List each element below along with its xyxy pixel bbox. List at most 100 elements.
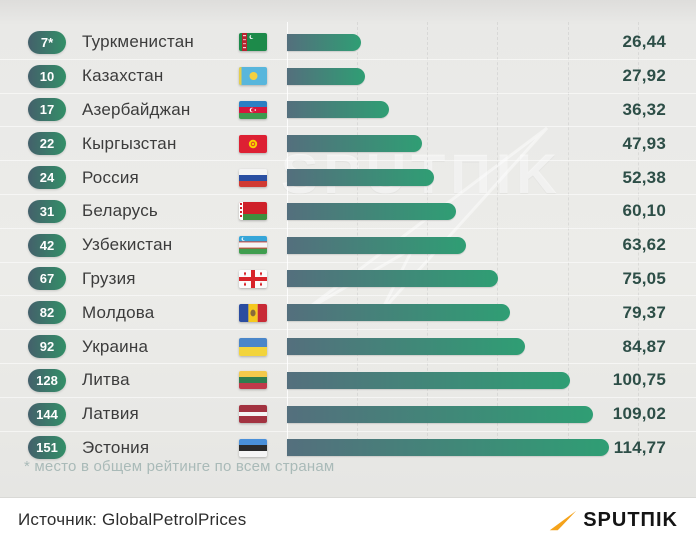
table-row: 31 Беларусь 60,10: [0, 195, 696, 229]
belarus-flag-icon: [239, 202, 267, 221]
rank-label: 22: [39, 136, 55, 152]
rank-badge: 92: [28, 335, 66, 359]
country-label: Кыргызстан: [82, 133, 177, 153]
bar-track: [287, 270, 609, 288]
table-row: 128 Литва 100,75: [0, 364, 696, 398]
rank-badge: 82: [28, 301, 66, 325]
table-row: 10 Казахстан 27,92: [0, 60, 696, 94]
country-label: Беларусь: [82, 201, 158, 221]
rank-label: 67: [39, 271, 55, 287]
moldova-flag-icon: [239, 303, 267, 322]
gridline-100: [567, 22, 569, 456]
lithuania-flag-icon: [239, 371, 267, 390]
georgia-flag-icon: [239, 269, 267, 288]
rank-label: 31: [39, 203, 55, 219]
value-bar: [287, 67, 366, 85]
russia-flag-icon: [239, 168, 267, 187]
country-label: Грузия: [82, 268, 136, 288]
table-row: 22 Кыргызстан 47,93: [0, 127, 696, 162]
value-label: 75,05: [622, 268, 666, 288]
rank-label: 82: [39, 305, 55, 321]
rank-badge: 17: [28, 98, 66, 122]
rank-label: 144: [36, 406, 58, 422]
uzbekistan-flag-icon: [239, 236, 267, 255]
sputnik-logo: SPUTΠIK: [548, 509, 678, 532]
value-label: 26,44: [622, 32, 666, 52]
value-bar: [287, 439, 609, 457]
table-row: 17 Азербайджан 36,32: [0, 94, 696, 128]
chart-panel: SPUTΠIK 7* Туркменистан 26,44 10 Казахст…: [0, 0, 696, 498]
country-label: Россия: [82, 167, 139, 187]
bar-track: [287, 338, 609, 356]
footnote: * место в общем рейтинге по всем странам: [24, 458, 335, 475]
value-bar: [287, 236, 466, 254]
value-bar: [287, 33, 362, 51]
country-label: Узбекистан: [82, 235, 173, 255]
table-row: 24 Россия 52,38: [0, 161, 696, 195]
ukraine-flag-icon: [239, 337, 267, 356]
country-label: Азербайджан: [82, 99, 191, 119]
country-label: Казахстан: [82, 66, 164, 86]
value-bar: [287, 169, 434, 187]
rank-label: 151: [36, 440, 58, 456]
value-label: 79,37: [622, 302, 666, 322]
table-row: 92 Украина 84,87: [0, 330, 696, 364]
bar-track: [287, 33, 609, 51]
gridline-125: [637, 22, 639, 456]
bar-track: [287, 135, 609, 153]
value-bar: [287, 304, 510, 322]
gridline-75: [497, 22, 499, 456]
rank-badge: 22: [28, 132, 66, 156]
rank-label: 17: [39, 102, 55, 118]
value-label: 27,92: [622, 66, 666, 86]
value-label: 100,75: [612, 370, 666, 390]
table-row: 7* Туркменистан 26,44: [0, 26, 696, 60]
rank-label: 10: [39, 68, 55, 84]
source-label: Источник: GlobalPetrolPrices: [18, 510, 247, 529]
bar-track: [287, 101, 609, 119]
value-label: 52,38: [622, 167, 666, 187]
turkmenistan-flag-icon: [239, 33, 267, 52]
rank-badge: 128: [28, 368, 66, 392]
value-bar: [287, 135, 422, 153]
value-bar: [287, 371, 570, 389]
value-label: 36,32: [622, 99, 666, 119]
rank-label: 42: [39, 237, 55, 253]
table-row: 67 Грузия 75,05: [0, 263, 696, 297]
country-label: Латвия: [82, 404, 139, 424]
table-row: 42 Узбекистан 63,62: [0, 229, 696, 263]
footer-bar: Источник: GlobalPetrolPrices SPUTΠIK: [0, 498, 696, 542]
rank-badge: 24: [28, 166, 66, 190]
bar-track: [287, 439, 609, 457]
bar-track: [287, 371, 609, 389]
value-bar: [287, 270, 498, 288]
rank-badge: 144: [28, 402, 66, 426]
bar-track: [287, 304, 609, 322]
latvia-flag-icon: [239, 405, 267, 424]
sputnik-logo-text: SPUTΠIK: [583, 508, 678, 531]
country-label: Туркменистан: [82, 32, 194, 52]
rank-badge: 67: [28, 267, 66, 291]
table-row: 151 Эстония 114,77: [0, 432, 696, 465]
table-row: 144 Латвия 109,02: [0, 398, 696, 432]
rank-badge: 31: [28, 199, 66, 223]
bar-track: [287, 169, 609, 187]
bar-track: [287, 202, 609, 220]
rank-badge: 151: [28, 436, 66, 460]
value-label: 109,02: [612, 404, 666, 424]
sputnik-logo-icon: [549, 510, 577, 530]
country-label: Эстония: [82, 437, 150, 457]
ranking-rows: 7* Туркменистан 26,44 10 Казахстан 27,92…: [0, 26, 696, 464]
rank-label: 7*: [40, 34, 54, 50]
bar-track: [287, 405, 609, 423]
value-label: 60,10: [622, 201, 666, 221]
value-bar: [287, 101, 389, 119]
rank-badge: 42: [28, 233, 66, 257]
value-bar: [287, 338, 526, 356]
azerbaijan-flag-icon: [239, 100, 267, 119]
rank-badge: 7*: [28, 30, 66, 54]
country-label: Украина: [82, 336, 149, 356]
value-bar: [287, 405, 593, 423]
rank-label: 24: [39, 170, 55, 186]
